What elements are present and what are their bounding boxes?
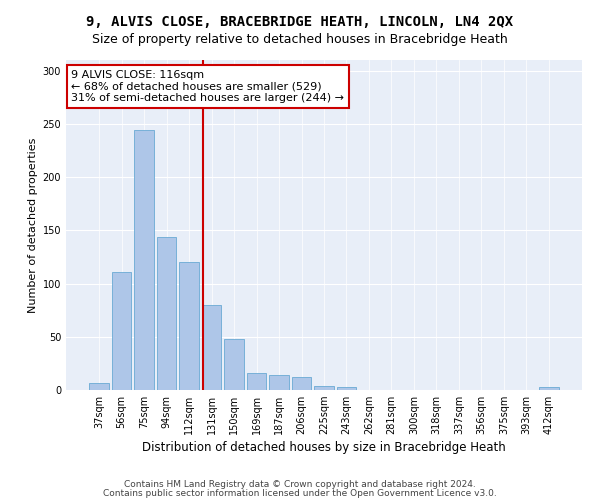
X-axis label: Distribution of detached houses by size in Bracebridge Heath: Distribution of detached houses by size … bbox=[142, 442, 506, 454]
Bar bbox=[224, 339, 244, 390]
Bar bbox=[314, 386, 334, 390]
Text: 9 ALVIS CLOSE: 116sqm
← 68% of detached houses are smaller (529)
31% of semi-det: 9 ALVIS CLOSE: 116sqm ← 68% of detached … bbox=[71, 70, 344, 103]
Text: Contains public sector information licensed under the Open Government Licence v3: Contains public sector information licen… bbox=[103, 489, 497, 498]
Bar bbox=[202, 305, 221, 390]
Bar bbox=[134, 130, 154, 390]
Bar bbox=[179, 262, 199, 390]
Text: 9, ALVIS CLOSE, BRACEBRIDGE HEATH, LINCOLN, LN4 2QX: 9, ALVIS CLOSE, BRACEBRIDGE HEATH, LINCO… bbox=[86, 15, 514, 29]
Bar bbox=[247, 373, 266, 390]
Text: Size of property relative to detached houses in Bracebridge Heath: Size of property relative to detached ho… bbox=[92, 32, 508, 46]
Bar bbox=[539, 387, 559, 390]
Bar bbox=[89, 382, 109, 390]
Bar bbox=[292, 377, 311, 390]
Bar bbox=[157, 236, 176, 390]
Bar bbox=[112, 272, 131, 390]
Y-axis label: Number of detached properties: Number of detached properties bbox=[28, 138, 38, 312]
Text: Contains HM Land Registry data © Crown copyright and database right 2024.: Contains HM Land Registry data © Crown c… bbox=[124, 480, 476, 489]
Bar bbox=[269, 375, 289, 390]
Bar bbox=[337, 387, 356, 390]
